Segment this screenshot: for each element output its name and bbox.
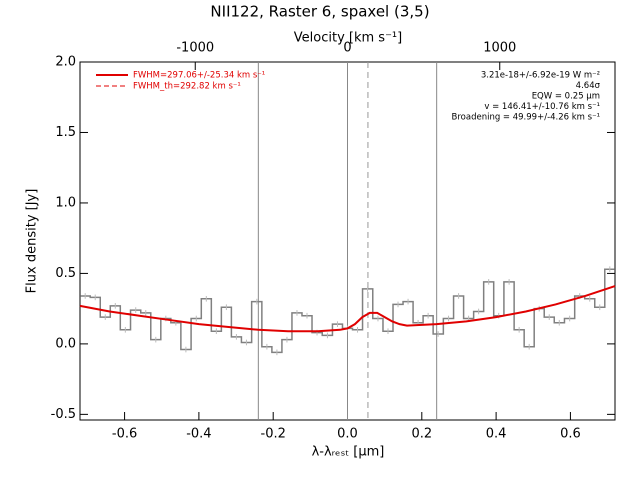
x2-tick-label: 1000 — [483, 41, 516, 56]
x-tick-label: -0.4 — [186, 427, 211, 442]
y-tick-label: 2.0 — [55, 55, 76, 70]
x2-tick-label: -1000 — [176, 41, 214, 56]
y-tick-label: 1.5 — [55, 125, 76, 140]
x2-tick-label: 0 — [343, 41, 351, 56]
y-tick-label: 1.0 — [55, 195, 76, 210]
x-tick-label: 0.0 — [337, 427, 358, 442]
annotation: 4.64σ — [576, 81, 601, 91]
x-tick-label: -0.6 — [112, 427, 137, 442]
annotation: 3.21e-18+/-6.92e-19 W m⁻² — [481, 71, 600, 81]
x2-axis-label: Velocity [km s⁻¹] — [294, 31, 402, 46]
y-axis-label: Flux density [Jy] — [25, 189, 40, 294]
x-tick-label: 0.6 — [560, 427, 581, 442]
annotation: EQW = 0.25 μm — [532, 92, 600, 102]
x-axis-label: λ-λᵣₑₛₜ [μm] — [312, 445, 385, 460]
y-tick-label: 0.5 — [55, 266, 76, 281]
y-tick-label: 0.0 — [55, 336, 76, 351]
y-tick-label: -0.5 — [51, 407, 76, 422]
x-tick-label: 0.4 — [486, 427, 507, 442]
legend-label: FWHM=297.06+/-25.34 km s⁻¹ — [133, 71, 265, 81]
fit-curve — [79, 285, 616, 333]
legend-label: FWHM_th=292.82 km s⁻¹ — [133, 82, 241, 92]
x-tick-label: 0.2 — [411, 427, 432, 442]
chart-title: NII122, Raster 6, spaxel (3,5) — [210, 3, 429, 21]
x-tick-label: -0.2 — [261, 427, 286, 442]
annotation: v = 146.41+/-10.76 km s⁻¹ — [484, 102, 600, 112]
annotation: Broadening = 49.99+/-4.26 km s⁻¹ — [452, 113, 600, 123]
